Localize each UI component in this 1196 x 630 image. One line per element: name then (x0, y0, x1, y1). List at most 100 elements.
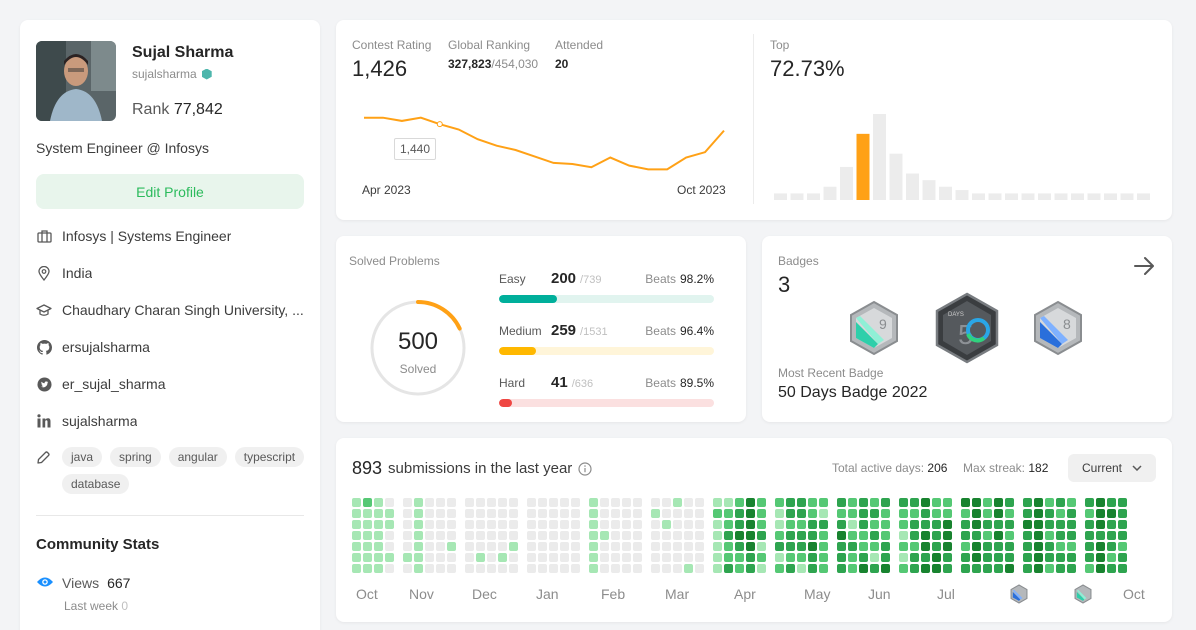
heatmap-cell[interactable] (611, 564, 620, 573)
heatmap-cell[interactable] (848, 564, 857, 573)
heatmap-cell[interactable] (1096, 520, 1105, 529)
heatmap-cell[interactable] (757, 531, 766, 540)
heatmap-cell[interactable] (994, 542, 1003, 551)
heatmap-cell[interactable] (662, 509, 671, 518)
heatmap-cell[interactable] (797, 520, 806, 529)
heatmap-cell[interactable] (527, 531, 536, 540)
github-link[interactable]: ersujalsharma (62, 339, 150, 355)
heatmap-cell[interactable] (735, 531, 744, 540)
heatmap-cell[interactable] (961, 564, 970, 573)
heatmap-cell[interactable] (775, 498, 784, 507)
heatmap-cell[interactable] (538, 553, 547, 562)
heatmap-cell[interactable] (899, 520, 908, 529)
heatmap-cell[interactable] (735, 564, 744, 573)
heatmap-cell[interactable] (859, 531, 868, 540)
heatmap-cell[interactable] (622, 542, 631, 551)
heatmap-cell[interactable] (487, 498, 496, 507)
heatmap-cell[interactable] (746, 531, 755, 540)
heatmap-cell[interactable] (662, 498, 671, 507)
heatmap-cell[interactable] (899, 542, 908, 551)
histogram-bar[interactable] (939, 186, 952, 200)
heatmap-cell[interactable] (1045, 564, 1054, 573)
heatmap-cell[interactable] (881, 520, 890, 529)
heatmap-cell[interactable] (633, 520, 642, 529)
heatmap-cell[interactable] (848, 531, 857, 540)
heatmap-cell[interactable] (724, 531, 733, 540)
heatmap-cell[interactable] (374, 509, 383, 518)
heatmap-cell[interactable] (1034, 531, 1043, 540)
heatmap-cell[interactable] (994, 520, 1003, 529)
heatmap-cell[interactable] (1107, 509, 1116, 518)
heatmap-cell[interactable] (1096, 509, 1105, 518)
heatmap-cell[interactable] (611, 520, 620, 529)
heatmap-cell[interactable] (972, 531, 981, 540)
histogram-bar[interactable] (972, 193, 985, 200)
heatmap-cell[interactable] (746, 509, 755, 518)
heatmap-cell[interactable] (1107, 553, 1116, 562)
heatmap-cell[interactable] (1005, 553, 1014, 562)
heatmap-cell[interactable] (436, 520, 445, 529)
top-percentile-histogram[interactable] (772, 110, 1152, 200)
aug-badge-icon[interactable]: 8 (1032, 300, 1084, 356)
heatmap-cell[interactable] (403, 509, 412, 518)
heatmap-cell[interactable] (465, 542, 474, 551)
heatmap-cell[interactable] (571, 564, 580, 573)
heatmap-cell[interactable] (1045, 542, 1054, 551)
heatmap-cell[interactable] (921, 509, 930, 518)
heatmap-cell[interactable] (1085, 498, 1094, 507)
heatmap-cell[interactable] (1067, 553, 1076, 562)
heatmap-cell[interactable] (870, 553, 879, 562)
heatmap-cell[interactable] (374, 498, 383, 507)
heatmap-cell[interactable] (1096, 553, 1105, 562)
heatmap-cell[interactable] (498, 520, 507, 529)
heatmap-cell[interactable] (746, 542, 755, 551)
heatmap-cell[interactable] (549, 564, 558, 573)
heatmap-cell[interactable] (352, 520, 361, 529)
heatmap-cell[interactable] (527, 498, 536, 507)
heatmap-cell[interactable] (1067, 564, 1076, 573)
heatmap-cell[interactable] (425, 509, 434, 518)
heatmap-cell[interactable] (1085, 520, 1094, 529)
heatmap-cell[interactable] (509, 498, 518, 507)
heatmap-cell[interactable] (403, 531, 412, 540)
heatmap-cell[interactable] (695, 520, 704, 529)
heatmap-cell[interactable] (819, 531, 828, 540)
heatmap-cell[interactable] (983, 509, 992, 518)
heatmap-cell[interactable] (549, 531, 558, 540)
heatmap-cell[interactable] (527, 553, 536, 562)
heatmap-cell[interactable] (848, 509, 857, 518)
heatmap-cell[interactable] (436, 498, 445, 507)
heatmap-cell[interactable] (352, 542, 361, 551)
heatmap-cell[interactable] (859, 520, 868, 529)
histogram-bar[interactable] (1104, 193, 1117, 200)
heatmap-cell[interactable] (797, 553, 806, 562)
heatmap-cell[interactable] (797, 564, 806, 573)
heatmap-cell[interactable] (1085, 542, 1094, 551)
heatmap-cell[interactable] (509, 509, 518, 518)
heatmap-cell[interactable] (724, 542, 733, 551)
heatmap-cell[interactable] (476, 520, 485, 529)
heatmap-cell[interactable] (589, 531, 598, 540)
heatmap-cell[interactable] (436, 542, 445, 551)
histogram-bar[interactable] (823, 186, 837, 200)
histogram-bar[interactable] (873, 114, 886, 200)
heatmap-cell[interactable] (352, 498, 361, 507)
skill-tag[interactable]: java (62, 447, 103, 467)
skill-tag[interactable]: typescript (234, 447, 305, 467)
heatmap-cell[interactable] (538, 520, 547, 529)
heatmap-cell[interactable] (651, 531, 660, 540)
heatmap-cell[interactable] (881, 509, 890, 518)
heatmap-cell[interactable] (859, 542, 868, 551)
histogram-bar[interactable] (906, 173, 919, 200)
heatmap-cell[interactable] (465, 564, 474, 573)
heatmap-cell[interactable] (881, 498, 890, 507)
heatmap-cell[interactable] (735, 553, 744, 562)
heatmap-cell[interactable] (1056, 520, 1065, 529)
histogram-bar[interactable] (1071, 193, 1084, 200)
heatmap-cell[interactable] (509, 531, 518, 540)
heatmap-cell[interactable] (589, 509, 598, 518)
heatmap-cell[interactable] (385, 564, 394, 573)
heatmap-cell[interactable] (498, 498, 507, 507)
heatmap-cell[interactable] (611, 531, 620, 540)
heatmap-cell[interactable] (837, 531, 846, 540)
